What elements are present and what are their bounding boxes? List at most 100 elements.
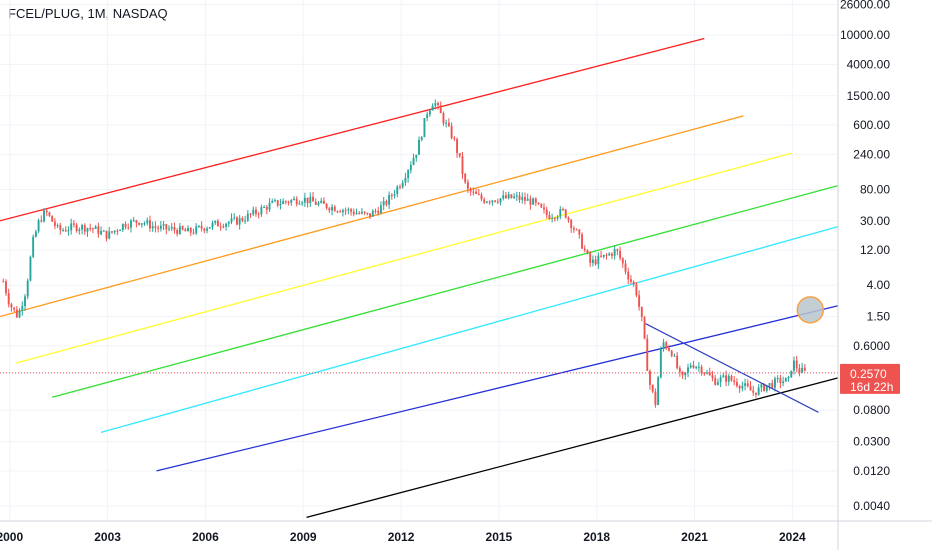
candle-body	[480, 194, 483, 200]
candle-body	[485, 201, 488, 203]
candle-body	[477, 193, 480, 195]
candle-body	[689, 365, 692, 368]
candle-body	[195, 226, 198, 234]
candle-body	[627, 271, 630, 280]
candle-body	[5, 281, 7, 294]
candle-body	[78, 229, 81, 231]
candle-body	[67, 230, 70, 232]
candle-body	[355, 213, 358, 215]
candle-body	[121, 223, 124, 230]
candle-body	[140, 223, 143, 225]
y-tick-label: 1.50	[867, 310, 891, 324]
candle-body	[59, 225, 62, 231]
candle-body	[113, 230, 116, 233]
candle-body	[360, 211, 363, 214]
candle-body	[776, 377, 779, 379]
candle-body	[290, 200, 293, 203]
candle-body	[393, 194, 396, 196]
candle-body	[24, 296, 26, 307]
candle-body	[439, 105, 442, 114]
candle-body	[390, 194, 393, 196]
candle-body	[56, 225, 59, 227]
candle-body	[249, 213, 252, 215]
candle-body	[382, 201, 385, 206]
candle-body	[608, 253, 611, 256]
candle-body	[127, 227, 130, 229]
candle-body	[86, 228, 89, 232]
candle-body	[556, 216, 559, 219]
y-tick-label: 600.00	[853, 118, 890, 132]
channel-line-5	[100, 225, 839, 434]
candle-body	[18, 310, 21, 318]
candle-body	[564, 209, 567, 218]
candle-body	[771, 383, 774, 388]
candle-body	[572, 227, 575, 230]
candle-body	[494, 200, 497, 202]
candle-body	[722, 375, 725, 378]
candle-body	[227, 222, 230, 224]
candle-body	[616, 249, 619, 251]
candle-body	[252, 209, 255, 215]
candle-body	[219, 226, 222, 228]
candle-body	[532, 198, 535, 205]
candle-body	[464, 173, 467, 183]
x-tick-label: 2000	[0, 530, 23, 544]
candle-body	[15, 309, 18, 318]
candle-body	[551, 217, 554, 220]
candle-body	[130, 220, 132, 228]
candle-body	[450, 125, 453, 138]
x-tick-label: 2009	[290, 530, 317, 544]
candle-body	[132, 220, 135, 222]
candle-body	[341, 210, 344, 213]
candle-body	[543, 207, 545, 210]
candle-body	[100, 230, 103, 235]
candle-body	[339, 211, 342, 213]
candle-body	[610, 253, 613, 256]
candle-body	[235, 217, 238, 225]
candle-body	[352, 211, 355, 215]
candle-body	[687, 367, 689, 373]
candle-body	[314, 201, 317, 205]
candle-body	[214, 220, 217, 223]
candle-body	[515, 195, 518, 197]
candle-body	[774, 378, 776, 388]
candle-body	[570, 219, 573, 228]
candle-body	[692, 365, 695, 368]
candle-body	[768, 383, 771, 386]
candle-body	[222, 226, 225, 228]
candle-body	[534, 198, 537, 203]
candle-body	[458, 153, 461, 157]
candle-body	[208, 227, 211, 229]
candle-body	[749, 386, 752, 391]
candle-body	[765, 385, 768, 391]
candle-body	[26, 280, 29, 297]
candle-body	[331, 206, 333, 211]
candle-body	[377, 210, 380, 214]
candle-body	[662, 342, 665, 349]
x-tick-label: 2006	[192, 530, 219, 544]
candle-body	[681, 371, 684, 376]
candle-body	[483, 199, 486, 203]
candle-body	[613, 249, 616, 256]
channel-lines	[0, 37, 839, 519]
grid	[0, 0, 838, 521]
candle-body	[70, 223, 73, 231]
candle-body	[782, 381, 785, 384]
candle-body	[488, 201, 491, 203]
y-tick-label: 240.00	[853, 147, 890, 161]
candle-body	[192, 232, 195, 234]
candle-body	[803, 367, 806, 371]
candle-body	[276, 200, 279, 206]
candle-body	[34, 231, 37, 237]
candle-body	[442, 113, 445, 124]
candle-body	[48, 212, 51, 216]
candle-body	[40, 220, 43, 222]
candle-body	[282, 201, 285, 204]
candle-body	[795, 360, 798, 369]
candle-body	[507, 194, 510, 199]
candle-body	[727, 375, 730, 382]
candle-body	[309, 196, 312, 204]
candle-body	[578, 229, 581, 235]
candle-body	[43, 210, 45, 222]
